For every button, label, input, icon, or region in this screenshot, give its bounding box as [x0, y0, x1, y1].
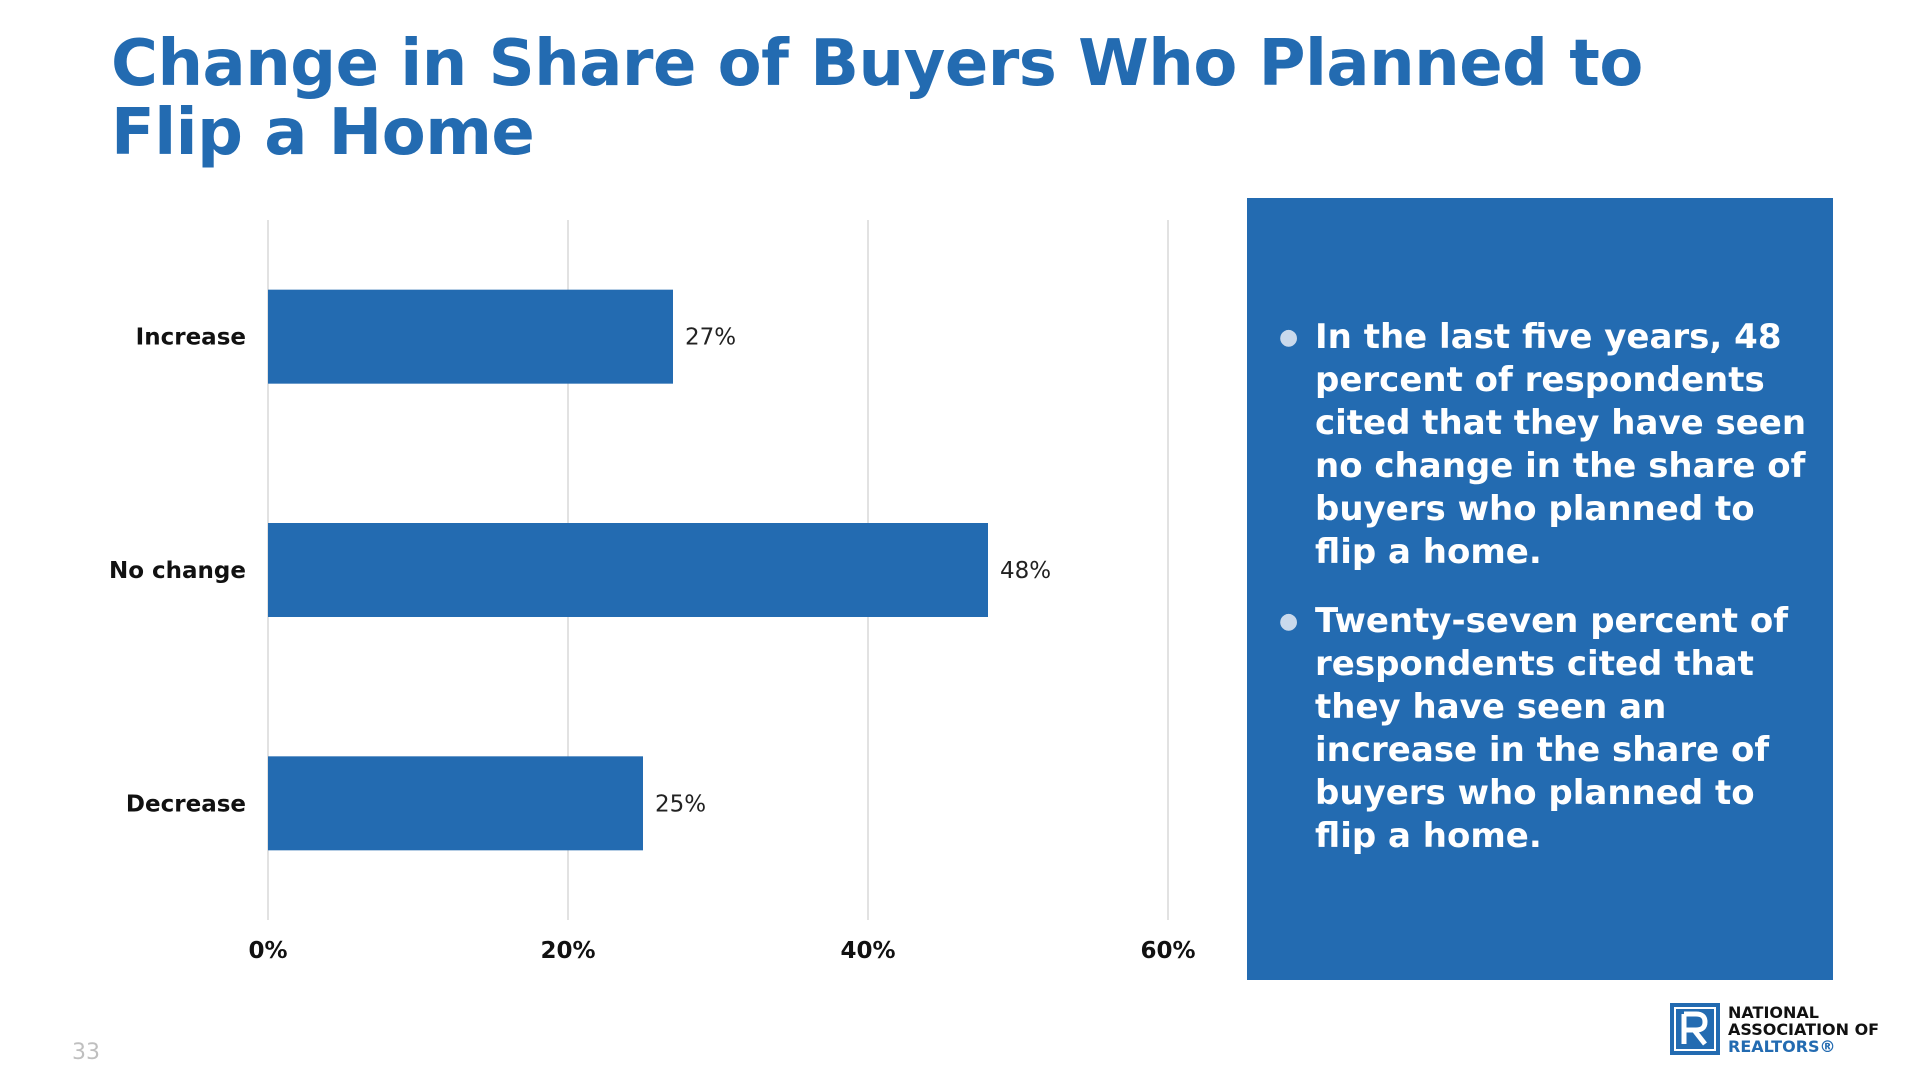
bar-chart: Increase 27% No change 48% Decrease 25% 0% 20% 4… — [109, 220, 1196, 964]
realtor-r-logo-icon — [1670, 1003, 1720, 1055]
category-label-no-change: No change — [109, 558, 246, 584]
logo-line-association: ASSOCIATION OF — [1728, 1019, 1880, 1039]
page-title-line-1: Change in Share of Buyers Who Planned to — [111, 27, 1643, 101]
category-label-increase: Increase — [136, 325, 246, 351]
summary-bullet-1-text: In the last five years, 48 percent of re… — [1315, 317, 1807, 572]
value-label-no-change: 48% — [1000, 558, 1051, 584]
page-title: Change in Share of Buyers Who Planned to… — [111, 27, 1643, 170]
x-tick-label-0: 0% — [248, 938, 287, 964]
category-label-decrease: Decrease — [126, 791, 246, 817]
summary-list: ● In the last five years, 48 percent of … — [1275, 316, 1813, 884]
x-tick-label-40: 40% — [840, 938, 895, 964]
x-tick-label-60: 60% — [1140, 938, 1195, 964]
summary-bullet-2-text: Twenty-seven percent of respondents cite… — [1315, 601, 1789, 856]
page-title-line-2: Flip a Home — [111, 96, 535, 170]
bullet-dot-icon: ● — [1279, 609, 1299, 634]
logo-wordmark: NATIONAL ASSOCIATION OF REALTORS® — [1728, 1004, 1879, 1055]
bullet-dot-icon: ● — [1279, 325, 1299, 350]
nar-logo: NATIONAL ASSOCIATION OF REALTORS® — [1670, 1002, 1879, 1056]
page-number: 33 — [72, 1040, 100, 1065]
summary-panel: ● In the last five years, 48 percent of … — [1247, 198, 1833, 980]
value-label-decrease: 25% — [655, 791, 706, 817]
summary-bullet-1: ● In the last five years, 48 percent of … — [1275, 316, 1813, 574]
summary-bullet-2: ● Twenty-seven percent of respondents ci… — [1275, 600, 1813, 858]
bar-no-change — [268, 523, 988, 617]
bar-decrease — [268, 756, 643, 851]
logo-line-national: NATIONAL — [1728, 1002, 1819, 1022]
bar-increase — [268, 289, 673, 384]
x-tick-label-20: 20% — [540, 938, 595, 964]
value-label-increase: 27% — [685, 325, 736, 351]
logo-line-realtors: REALTORS® — [1728, 1036, 1836, 1056]
